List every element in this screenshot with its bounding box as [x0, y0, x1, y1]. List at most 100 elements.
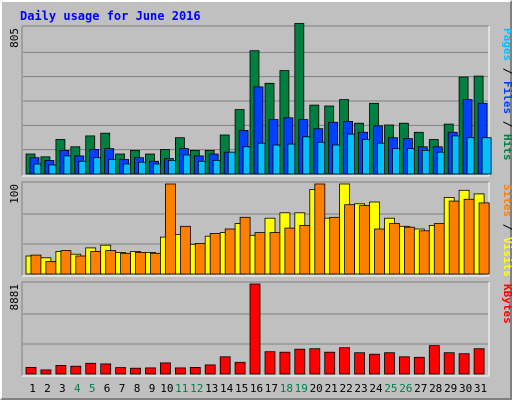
legend-entry: /: [501, 61, 512, 81]
bar-sites-day-3: [60, 250, 72, 275]
bar-sites-day-29: [448, 200, 460, 275]
day-label-22: 22: [339, 382, 352, 395]
bar-sites-day-13: [209, 233, 221, 275]
bar-kbytes-day-26: [398, 356, 410, 375]
bar-sites-day-12: [194, 242, 206, 275]
day-label-10: 10: [160, 382, 173, 395]
bar-sites-day-8: [135, 251, 146, 275]
day-label-28: 28: [429, 382, 442, 395]
day-label-19: 19: [295, 382, 308, 395]
bar-kbytes-day-10: [159, 362, 171, 375]
day-label-17: 17: [265, 382, 278, 395]
bar-kbytes-day-14: [219, 356, 231, 375]
bar-sites-day-18: [284, 227, 296, 275]
bar-sites-day-21: [329, 216, 341, 275]
day-label-26: 26: [399, 382, 412, 395]
y-axis-max-labels: 805 100 8881: [8, 28, 21, 311]
x-axis-day-labels: 1 2 3 4 5 6 7 8 9 10 11 12 13 14 15 16 17 18 19 20 21 22 23 24 2…: [29, 382, 487, 395]
bar-sites-day-7: [120, 252, 131, 275]
day-label-30: 30: [459, 382, 472, 395]
day-label-25: 25: [384, 382, 397, 395]
bar-sites-day-17: [269, 232, 281, 275]
day-label-5: 5: [89, 382, 96, 395]
day-label-8: 8: [134, 382, 141, 395]
bar-kbytes-day-12: [189, 366, 201, 375]
y-max-label-hits-files-pages: 805: [8, 28, 21, 48]
day-label-6: 6: [104, 382, 111, 395]
bar-sites-day-20: [314, 183, 326, 275]
panel-hits-files-pages: [21, 23, 492, 177]
bar-kbytes-day-9: [145, 367, 156, 375]
y-max-label-kbytes: 8881: [8, 284, 21, 311]
bar-kbytes-day-1: [25, 366, 37, 375]
legend-entry: KBytes: [501, 284, 512, 324]
legend-entry: Files: [501, 81, 512, 114]
bar-kbytes-day-3: [55, 364, 67, 375]
day-label-12: 12: [190, 382, 203, 395]
legend-entry: Sites: [501, 184, 512, 217]
day-label-7: 7: [119, 382, 126, 395]
bar-kbytes-day-7: [115, 367, 126, 375]
bar-kbytes-day-6: [100, 363, 112, 375]
day-label-29: 29: [444, 382, 457, 395]
day-label-15: 15: [235, 382, 248, 395]
bar-sites-day-25: [389, 223, 400, 275]
bar-sites-day-26: [403, 226, 415, 275]
bar-kbytes-day-31: [473, 348, 485, 375]
bar-sites-day-14: [224, 228, 236, 275]
bar-sites-day-28: [433, 223, 445, 275]
bar-kbytes-day-25: [384, 352, 395, 375]
bar-sites-day-30: [463, 198, 475, 275]
bar-sites-day-9: [150, 252, 161, 275]
bar-sites-day-6: [105, 250, 117, 275]
day-label-16: 16: [250, 382, 263, 395]
day-label-4: 4: [74, 382, 81, 395]
chart-panels: [21, 23, 492, 377]
bar-sites-day-5: [90, 251, 102, 275]
bar-kbytes-day-23: [354, 352, 366, 375]
bar-sites-day-1: [30, 254, 42, 275]
bar-kbytes-day-16: [249, 283, 261, 375]
bar-kbytes-day-19: [294, 348, 306, 375]
bar-sites-day-10: [164, 183, 176, 275]
day-label-1: 1: [29, 382, 36, 395]
bar-kbytes-day-13: [204, 364, 216, 375]
bar-pages-day-31: [481, 137, 492, 175]
day-label-20: 20: [310, 382, 323, 395]
bar-sites-day-19: [299, 224, 311, 275]
bar-kbytes-day-27: [413, 356, 425, 375]
legend-entry: /: [501, 114, 512, 134]
bar-kbytes-day-17: [264, 351, 276, 375]
bar-kbytes-day-18: [279, 351, 291, 375]
day-label-31: 31: [474, 382, 487, 395]
y-max-label-visits-sites: 100: [8, 184, 21, 204]
bar-kbytes-day-11: [174, 367, 186, 375]
bar-sites-day-2: [45, 260, 57, 275]
panel-visits-sites: [21, 181, 490, 277]
bar-sites-day-11: [179, 225, 191, 275]
bar-kbytes-day-15: [234, 361, 246, 375]
bar-sites-day-23: [359, 205, 371, 275]
bar-kbytes-day-8: [130, 367, 141, 375]
legend-entry: Hits: [501, 134, 512, 161]
panel-kbytes: [21, 281, 490, 377]
day-label-13: 13: [205, 382, 218, 395]
bar-kbytes-day-21: [324, 351, 336, 375]
bar-kbytes-day-30: [458, 353, 470, 375]
day-label-2: 2: [44, 382, 51, 395]
day-label-14: 14: [220, 382, 234, 395]
day-label-18: 18: [280, 382, 293, 395]
vertical-legends: Pages / Files / Hits Sites / Visits KBytes: [501, 28, 512, 324]
legend-entry: /: [501, 217, 512, 237]
legend-entry: Visits: [501, 237, 512, 277]
bar-sites-day-22: [344, 204, 356, 275]
legend-middle: Sites / Visits: [501, 184, 512, 277]
day-label-27: 27: [414, 382, 427, 395]
day-label-21: 21: [325, 382, 338, 395]
bar-kbytes-day-28: [428, 345, 440, 375]
bar-sites-day-4: [75, 255, 87, 275]
day-label-23: 23: [354, 382, 367, 395]
day-label-9: 9: [149, 382, 156, 395]
bar-sites-day-27: [418, 230, 430, 275]
